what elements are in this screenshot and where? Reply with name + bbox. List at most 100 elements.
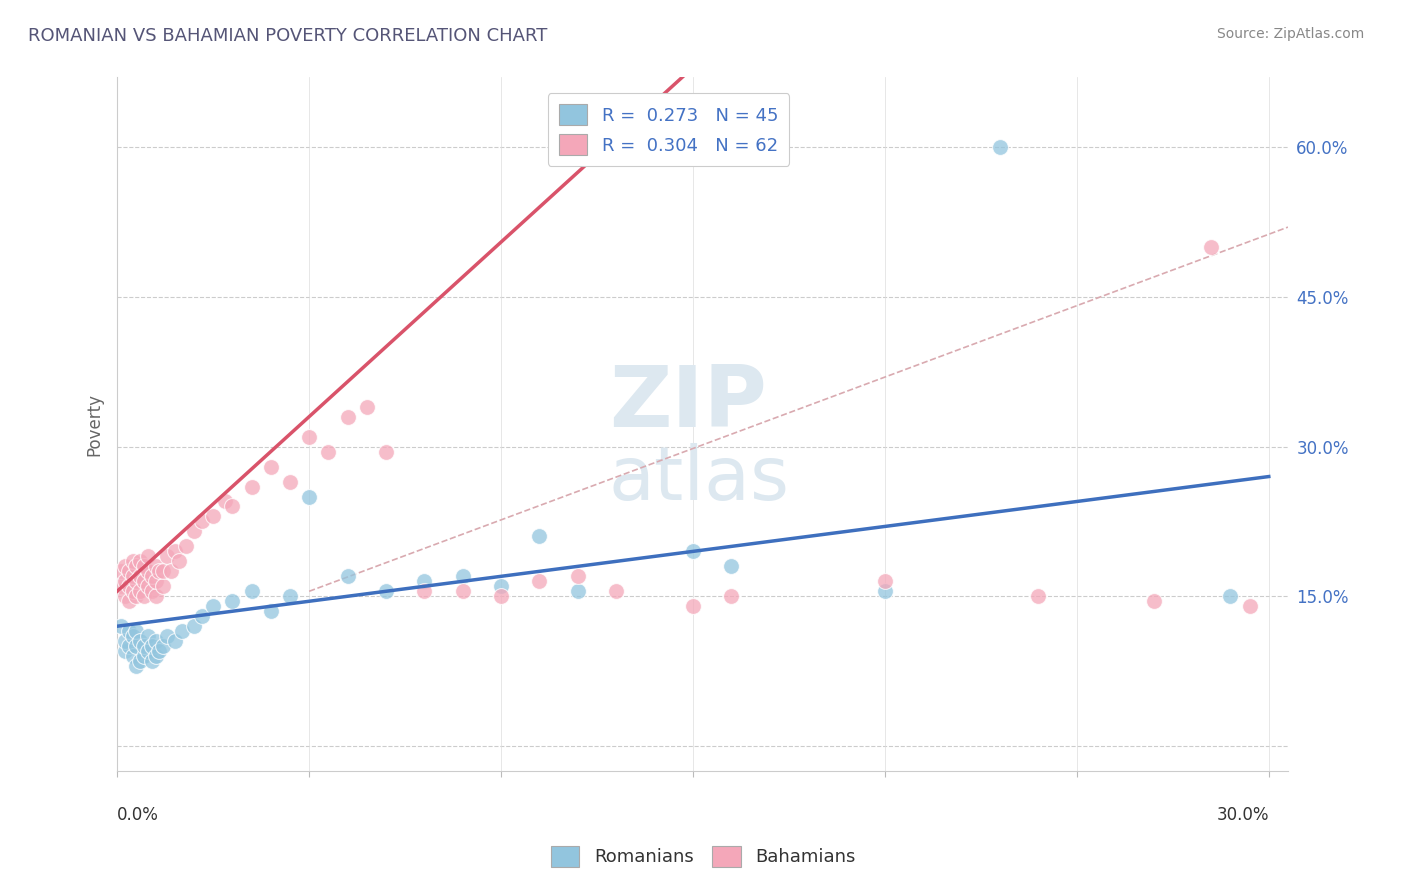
Point (132, 574, 155, 589)
Point (148, 644, 170, 658)
Legend: R =  0.273   N = 45, R =  0.304   N = 62: R = 0.273 N = 45, R = 0.304 N = 62 (548, 94, 789, 166)
Point (163, 544, 186, 558)
Point (278, 589, 301, 603)
Point (132, 589, 155, 603)
Point (141, 569, 163, 583)
Point (336, 569, 359, 583)
Point (156, 549, 179, 564)
Point (114, 589, 136, 603)
Point (121, 629, 143, 643)
Point (125, 624, 148, 639)
Point (605, 584, 627, 599)
Point (529, 574, 551, 589)
Point (221, 500, 243, 514)
Point (145, 574, 167, 589)
Point (298, 430, 321, 444)
Point (118, 624, 141, 639)
Point (129, 654, 152, 668)
Point (132, 639, 155, 653)
Point (278, 475, 301, 489)
Point (298, 490, 321, 504)
Point (190, 609, 212, 624)
Point (240, 479, 263, 493)
Point (567, 584, 589, 599)
Point (125, 589, 148, 603)
Point (413, 574, 436, 589)
Point (141, 584, 163, 599)
Text: 0.0%: 0.0% (117, 805, 159, 824)
Point (129, 634, 152, 648)
Point (720, 559, 742, 574)
Point (110, 565, 132, 579)
Point (682, 599, 704, 614)
Point (118, 579, 141, 593)
Point (260, 459, 283, 474)
Point (114, 574, 136, 589)
Point (118, 639, 141, 653)
Point (260, 604, 283, 618)
Point (873, 574, 896, 589)
Point (125, 659, 148, 673)
Point (129, 569, 152, 583)
Point (160, 565, 183, 579)
Point (145, 559, 167, 574)
Point (136, 549, 159, 564)
Point (152, 579, 174, 593)
Point (451, 569, 474, 583)
Point (118, 565, 141, 579)
Point (136, 629, 159, 643)
Point (156, 629, 179, 643)
Point (1143, 594, 1166, 608)
Point (240, 584, 263, 599)
Point (145, 634, 167, 648)
Point (682, 544, 704, 558)
Point (174, 540, 197, 554)
Point (374, 444, 396, 458)
Point (374, 584, 396, 599)
Point (489, 579, 512, 593)
Point (202, 599, 225, 614)
Point (136, 579, 159, 593)
Legend: Romanians, Bahamians: Romanians, Bahamians (543, 838, 863, 874)
Point (132, 649, 155, 664)
Point (114, 634, 136, 648)
Point (121, 569, 143, 583)
Point (121, 649, 143, 664)
Point (873, 584, 896, 599)
Point (121, 584, 143, 599)
Point (1219, 589, 1241, 603)
Text: 30.0%: 30.0% (1216, 805, 1268, 824)
Point (110, 579, 132, 593)
Y-axis label: Poverty: Poverty (86, 392, 103, 456)
Point (141, 639, 163, 653)
Point (172, 624, 194, 639)
Point (125, 559, 148, 574)
Point (163, 634, 186, 648)
Point (121, 554, 143, 568)
Point (318, 444, 340, 458)
Text: atlas: atlas (609, 443, 790, 516)
Point (221, 594, 243, 608)
Point (183, 619, 205, 633)
Point (1199, 240, 1222, 254)
Point (141, 654, 163, 668)
Point (152, 639, 174, 653)
Point (145, 589, 167, 603)
Point (129, 584, 152, 599)
Point (125, 639, 148, 653)
Point (214, 494, 236, 508)
Point (413, 584, 436, 599)
Point (148, 565, 170, 579)
Point (152, 565, 174, 579)
Point (136, 565, 159, 579)
Point (202, 509, 225, 524)
Point (190, 515, 212, 529)
Point (356, 400, 378, 414)
Point (118, 594, 141, 608)
Point (132, 559, 155, 574)
Point (336, 409, 359, 424)
Point (567, 569, 589, 583)
Point (167, 554, 190, 568)
Point (145, 649, 167, 664)
Point (125, 574, 148, 589)
